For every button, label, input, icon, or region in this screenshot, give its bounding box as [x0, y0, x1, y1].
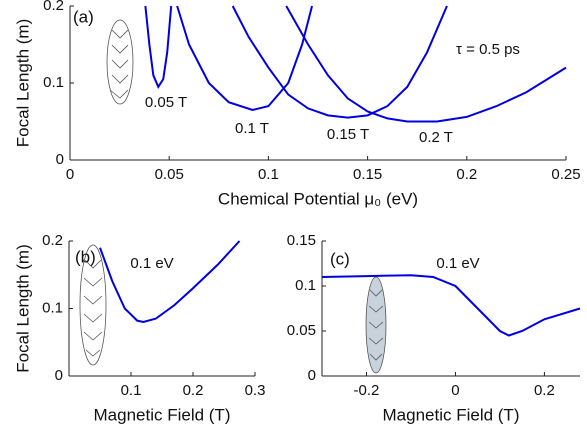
x-tick-label: 0.3 [245, 382, 266, 399]
y-tick-label: 0.1 [295, 277, 316, 294]
x-tick-label: 0.25 [551, 166, 580, 183]
y-axis-label: Focal Length (m) [13, 244, 32, 373]
x-tick-label: 0.2 [183, 382, 204, 399]
y-tick-label: 0 [56, 151, 64, 168]
y-axis-label: Focal Length (m) [13, 19, 32, 148]
curve-label: 0.1 T [235, 120, 269, 137]
curve-label: 0.05 T [145, 94, 187, 111]
curve [144, 5, 173, 89]
panel-label: (b) [75, 247, 96, 266]
y-tick-label: 0.2 [42, 232, 63, 249]
annotation: 0.1 eV [130, 255, 173, 272]
x-axis-label: Magnetic Field (T) [383, 405, 520, 424]
y-tick-label: 0.05 [287, 322, 316, 339]
x-tick-label: 0.2 [456, 166, 477, 183]
y-tick-label: 0.1 [42, 299, 63, 316]
x-tick-label: 0.05 [155, 166, 184, 183]
annotation: τ = 0.5 ps [456, 41, 520, 58]
x-tick-label: 0.15 [353, 166, 382, 183]
curve-label: 0.2 T [419, 129, 453, 146]
y-tick-label: 0.2 [43, 0, 64, 14]
x-tick-label: 0 [66, 166, 74, 183]
x-tick-label: 0.1 [258, 166, 279, 183]
y-tick-label: 0.1 [43, 74, 64, 91]
curve-label: 0.15 T [327, 126, 369, 143]
curve [99, 240, 241, 324]
x-axis-label: Chemical Potential μ₀ (eV) [218, 189, 418, 208]
curve [285, 5, 567, 123]
x-tick-label: 0 [451, 382, 459, 399]
x-tick-label: 0.2 [534, 382, 555, 399]
graphene-icon [79, 19, 387, 374]
y-tick-label: 0 [308, 367, 316, 384]
x-tick-label: 0.1 [121, 382, 142, 399]
annotation: 0.1 eV [436, 255, 479, 272]
y-tick-label: 0.15 [287, 232, 316, 249]
x-tick-label: -0.2 [354, 382, 380, 399]
curve [231, 5, 448, 119]
curve [321, 274, 581, 337]
panel-label: (c) [330, 249, 350, 268]
panel-label: (a) [73, 7, 94, 26]
curve [176, 5, 314, 111]
x-axis-label: Magnetic Field (T) [94, 405, 231, 424]
y-tick-label: 0 [55, 367, 63, 384]
